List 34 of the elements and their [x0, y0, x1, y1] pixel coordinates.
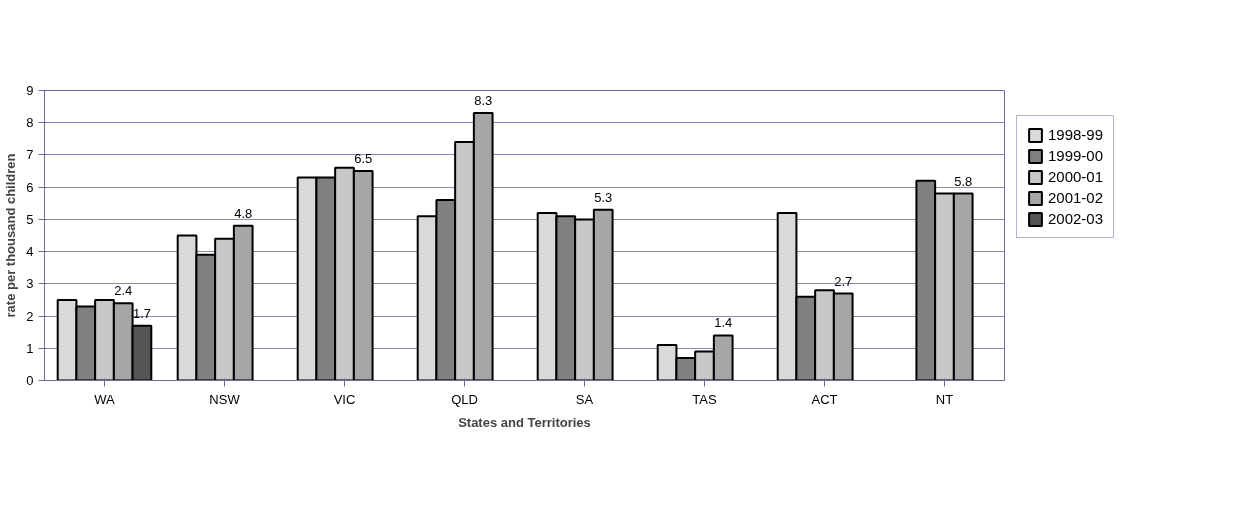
x-tick-label: VIC [333, 391, 356, 407]
x-axis-title: States and Territories [458, 414, 591, 430]
y-tick-label: 7 [26, 147, 34, 163]
x-tick-label: WA [94, 391, 116, 407]
y-tick-label: 3 [26, 276, 34, 292]
data-label: 1.7 [132, 305, 151, 321]
y-tick-label: 1 [26, 340, 34, 356]
data-label: 5.8 [954, 173, 973, 189]
y-tick-label: 9 [26, 83, 34, 98]
x-tick-label: NT [935, 391, 954, 407]
x-tick-label: TAS [692, 391, 717, 407]
legend-label: 2001-02 [1048, 189, 1104, 206]
data-label: 1.4 [714, 315, 733, 331]
data-label: 6.5 [354, 151, 373, 167]
x-tick-label: SA [575, 391, 594, 407]
x-tick-label: QLD [451, 391, 478, 407]
y-tick-label: 5 [26, 211, 34, 227]
data-label: 5.3 [594, 189, 613, 205]
legend-label: 1998-99 [1048, 126, 1104, 143]
y-axis-title: rate per thousand children [3, 153, 19, 318]
legend-label: 2002-03 [1048, 210, 1104, 227]
y-tick-label: 2 [26, 308, 34, 324]
y-tick-label: 0 [26, 373, 34, 388]
data-label: 2.4 [114, 283, 133, 299]
data-label: 2.7 [834, 273, 853, 289]
x-tick-label: NSW [209, 391, 241, 407]
data-label: 4.8 [234, 205, 253, 221]
x-tick-label: ACT [811, 391, 838, 407]
y-tick-label: 6 [26, 179, 34, 195]
data-label: 8.3 [474, 93, 493, 109]
legend-label: 1999-00 [1048, 147, 1104, 164]
legend-label: 2000-01 [1048, 168, 1104, 185]
y-tick-label: 8 [26, 115, 34, 131]
y-tick-label: 4 [26, 244, 34, 260]
